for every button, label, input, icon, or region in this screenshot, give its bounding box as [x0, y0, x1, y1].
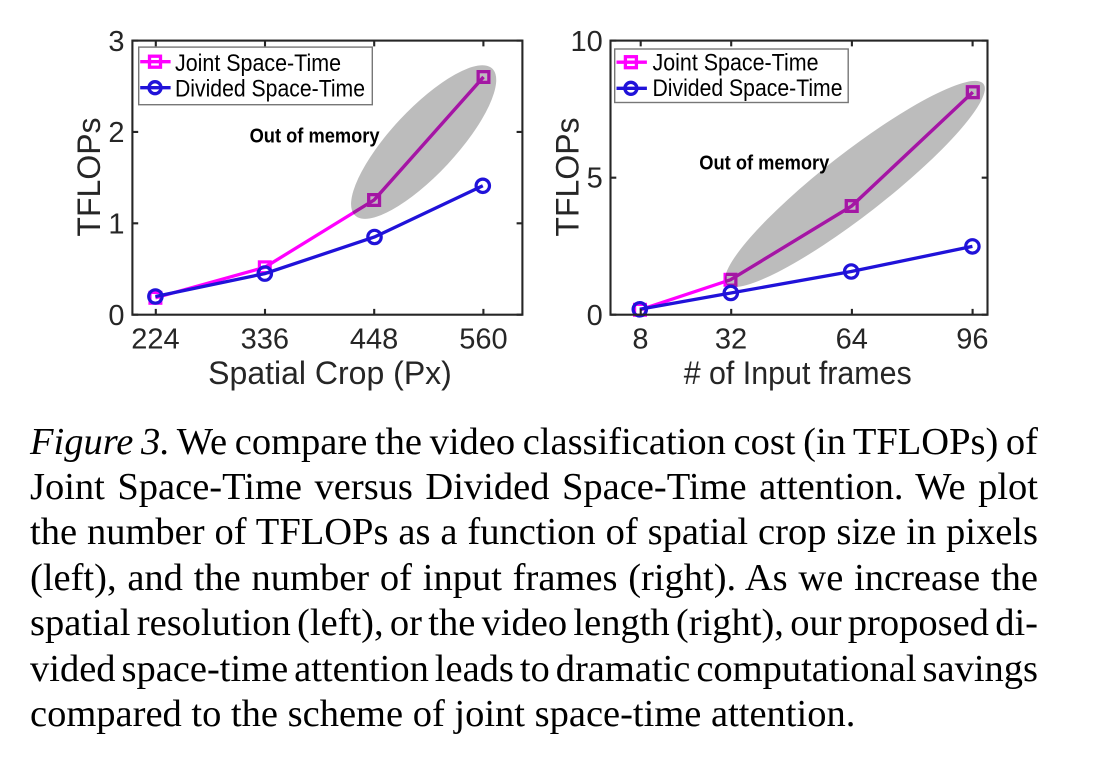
svg-text:TFLOPs: TFLOPs: [71, 117, 107, 236]
svg-text:1: 1: [108, 208, 124, 240]
svg-text:0: 0: [587, 300, 603, 332]
svg-text:Joint Space-Time: Joint Space-Time: [653, 49, 819, 76]
svg-text:Divided Space-Time: Divided Space-Time: [653, 75, 843, 102]
svg-text:0: 0: [108, 300, 124, 332]
svg-text:3: 3: [108, 26, 124, 58]
svg-text:336: 336: [241, 324, 289, 356]
svg-text:8: 8: [632, 324, 648, 356]
svg-text:224: 224: [131, 324, 179, 356]
svg-text:5: 5: [587, 163, 603, 195]
svg-text:96: 96: [956, 324, 988, 356]
svg-text:32: 32: [715, 324, 747, 356]
svg-text:448: 448: [350, 324, 398, 356]
svg-text:10: 10: [571, 26, 603, 58]
svg-text:64: 64: [836, 324, 868, 356]
svg-text:2: 2: [108, 117, 124, 149]
svg-text:Divided Space-Time: Divided Space-Time: [175, 75, 365, 102]
svg-text:Spatial Crop (Px): Spatial Crop (Px): [208, 355, 452, 391]
svg-text:Joint Space-Time: Joint Space-Time: [175, 50, 341, 77]
svg-text:TFLOPs: TFLOPs: [550, 117, 586, 236]
svg-text:Out of memory: Out of memory: [250, 126, 381, 148]
svg-text:Out of memory: Out of memory: [699, 153, 830, 175]
svg-text:# of Input frames: # of Input frames: [684, 355, 912, 391]
svg-text:560: 560: [459, 324, 507, 356]
